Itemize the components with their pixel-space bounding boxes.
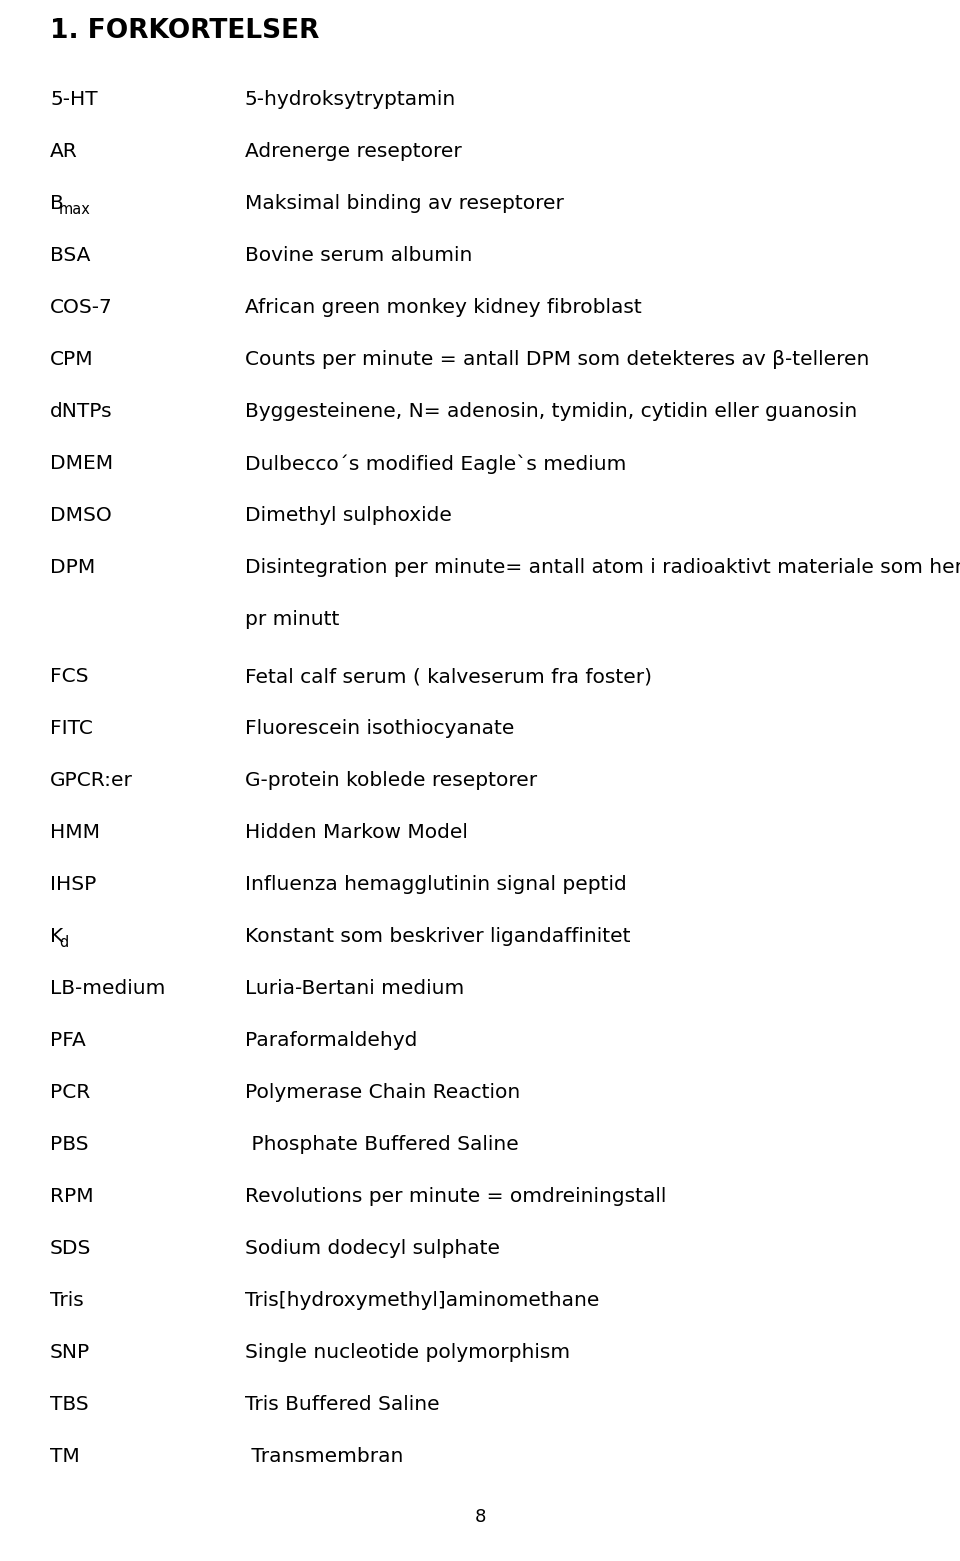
Text: 8: 8 [474,1508,486,1527]
Text: HMM: HMM [50,823,100,843]
Text: BSA: BSA [50,247,90,265]
Text: PCR: PCR [50,1083,90,1102]
Text: Paraformaldehyd: Paraformaldehyd [245,1032,418,1051]
Text: Single nucleotide polymorphism: Single nucleotide polymorphism [245,1342,570,1363]
Text: GPCR:er: GPCR:er [50,771,132,790]
Text: Fluorescein isothiocyanate: Fluorescein isothiocyanate [245,720,515,738]
Text: DPM: DPM [50,557,95,578]
Text: Konstant som beskriver ligandaffinitet: Konstant som beskriver ligandaffinitet [245,927,631,946]
Text: FITC: FITC [50,720,93,738]
Text: Dulbecco´s modified Eagle`s medium: Dulbecco´s modified Eagle`s medium [245,454,626,473]
Text: Transmembran: Transmembran [245,1447,403,1466]
Text: LB-medium: LB-medium [50,979,165,997]
Text: B: B [50,194,63,212]
Text: max: max [59,201,91,217]
Text: Fetal calf serum ( kalveserum fra foster): Fetal calf serum ( kalveserum fra foster… [245,667,652,687]
Text: Luria-Bertani medium: Luria-Bertani medium [245,979,465,997]
Text: 5-HT: 5-HT [50,91,98,109]
Text: Byggesteinene, N= adenosin, tymidin, cytidin eller guanosin: Byggesteinene, N= adenosin, tymidin, cyt… [245,403,857,421]
Text: FCS: FCS [50,667,88,687]
Text: Disintegration per minute= antall atom i radioaktivt materiale som henfaller: Disintegration per minute= antall atom i… [245,557,960,578]
Text: pr minutt: pr minutt [245,610,340,629]
Text: Sodium dodecyl sulphate: Sodium dodecyl sulphate [245,1239,500,1258]
Text: Counts per minute = antall DPM som detekteres av β-telleren: Counts per minute = antall DPM som detek… [245,350,870,368]
Text: SNP: SNP [50,1342,90,1363]
Text: RPM: RPM [50,1188,94,1207]
Text: AR: AR [50,142,78,161]
Text: d: d [59,935,68,951]
Text: G-protein koblede reseptorer: G-protein koblede reseptorer [245,771,538,790]
Text: Adrenerge reseptorer: Adrenerge reseptorer [245,142,462,161]
Text: Influenza hemagglutinin signal peptid: Influenza hemagglutinin signal peptid [245,876,627,894]
Text: Dimethyl sulphoxide: Dimethyl sulphoxide [245,506,452,524]
Text: DMEM: DMEM [50,454,113,473]
Text: Tris Buffered Saline: Tris Buffered Saline [245,1396,440,1414]
Text: Hidden Markow Model: Hidden Markow Model [245,823,468,843]
Text: Tris[hydroxymethyl]aminomethane: Tris[hydroxymethyl]aminomethane [245,1291,599,1310]
Text: TBS: TBS [50,1396,88,1414]
Text: COS-7: COS-7 [50,298,112,317]
Text: Polymerase Chain Reaction: Polymerase Chain Reaction [245,1083,520,1102]
Text: SDS: SDS [50,1239,91,1258]
Text: TM: TM [50,1447,80,1466]
Text: Phosphate Buffered Saline: Phosphate Buffered Saline [245,1135,518,1154]
Text: Revolutions per minute = omdreiningstall: Revolutions per minute = omdreiningstall [245,1188,666,1207]
Text: Maksimal binding av reseptorer: Maksimal binding av reseptorer [245,194,564,212]
Text: IHSP: IHSP [50,876,96,894]
Text: PBS: PBS [50,1135,88,1154]
Text: CPM: CPM [50,350,94,368]
Text: K: K [50,927,63,946]
Text: Tris: Tris [50,1291,84,1310]
Text: DMSO: DMSO [50,506,111,524]
Text: 5-hydroksytryptamin: 5-hydroksytryptamin [245,91,456,109]
Text: African green monkey kidney fibroblast: African green monkey kidney fibroblast [245,298,641,317]
Text: Bovine serum albumin: Bovine serum albumin [245,247,472,265]
Text: PFA: PFA [50,1032,85,1051]
Text: dNTPs: dNTPs [50,403,112,421]
Text: 1. FORKORTELSER: 1. FORKORTELSER [50,19,320,44]
